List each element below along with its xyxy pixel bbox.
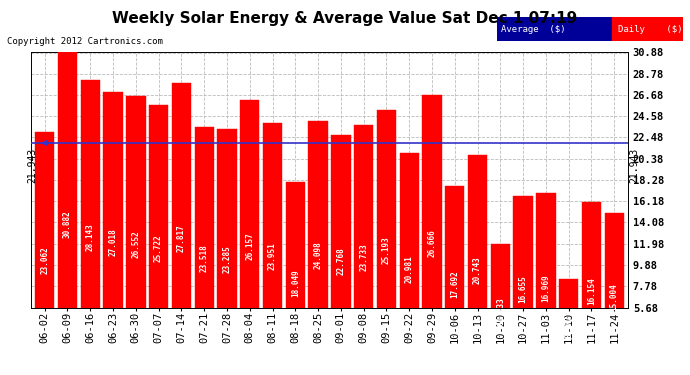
Text: 23.951: 23.951 [268,242,277,270]
Text: 27.018: 27.018 [108,228,117,256]
Bar [149,105,168,365]
Bar [331,135,351,365]
Bar [354,125,373,365]
Bar [263,123,282,365]
Text: 15.004: 15.004 [610,283,619,310]
Bar [422,95,442,365]
Text: 16.154: 16.154 [587,278,596,305]
Text: 11.933: 11.933 [496,297,505,324]
Text: 16.655: 16.655 [519,275,528,303]
Bar [536,193,555,365]
Text: 30.882: 30.882 [63,210,72,238]
Text: 26.666: 26.666 [428,230,437,257]
Text: 16.969: 16.969 [542,274,551,302]
Text: 28.143: 28.143 [86,223,95,251]
Text: Daily    ($): Daily ($) [618,25,682,34]
Bar [400,153,419,365]
Bar [35,132,55,365]
Text: 26.552: 26.552 [131,230,140,258]
Bar [445,186,464,365]
Text: 26.157: 26.157 [245,232,254,260]
Text: 21.943: 21.943 [630,148,640,183]
Bar [240,100,259,365]
Text: Weekly Solar Energy & Average Value Sat Dec 1 07:19: Weekly Solar Energy & Average Value Sat … [112,11,578,26]
Text: 18.049: 18.049 [290,269,299,297]
Bar [491,244,510,365]
Text: 23.518: 23.518 [199,244,208,272]
Bar [286,182,305,365]
Bar [126,96,146,365]
Bar [58,53,77,365]
Text: 23.062: 23.062 [40,246,49,274]
Text: 22.768: 22.768 [336,248,346,275]
Bar [172,84,191,365]
Text: 8.477: 8.477 [564,315,573,338]
Text: Average  ($): Average ($) [500,25,565,34]
Text: 25.193: 25.193 [382,236,391,264]
Bar [195,127,214,365]
Bar [604,213,624,365]
Bar [513,196,533,365]
Text: 21.943: 21.943 [27,148,37,183]
Text: 24.098: 24.098 [313,242,323,269]
Bar [468,155,487,365]
Bar [582,201,601,365]
Text: 25.722: 25.722 [154,234,163,262]
Bar [612,17,683,41]
Text: 27.817: 27.817 [177,224,186,252]
Bar [81,80,100,365]
Text: 17.692: 17.692 [451,270,460,298]
Text: Copyright 2012 Cartronics.com: Copyright 2012 Cartronics.com [7,38,163,46]
Text: 23.285: 23.285 [222,245,231,273]
Bar [217,129,237,365]
Bar [308,121,328,365]
Bar [377,110,396,365]
Text: 23.733: 23.733 [359,243,368,271]
Text: 20.743: 20.743 [473,256,482,284]
Text: 20.981: 20.981 [405,256,414,284]
Bar [104,92,123,365]
Bar [559,279,578,365]
